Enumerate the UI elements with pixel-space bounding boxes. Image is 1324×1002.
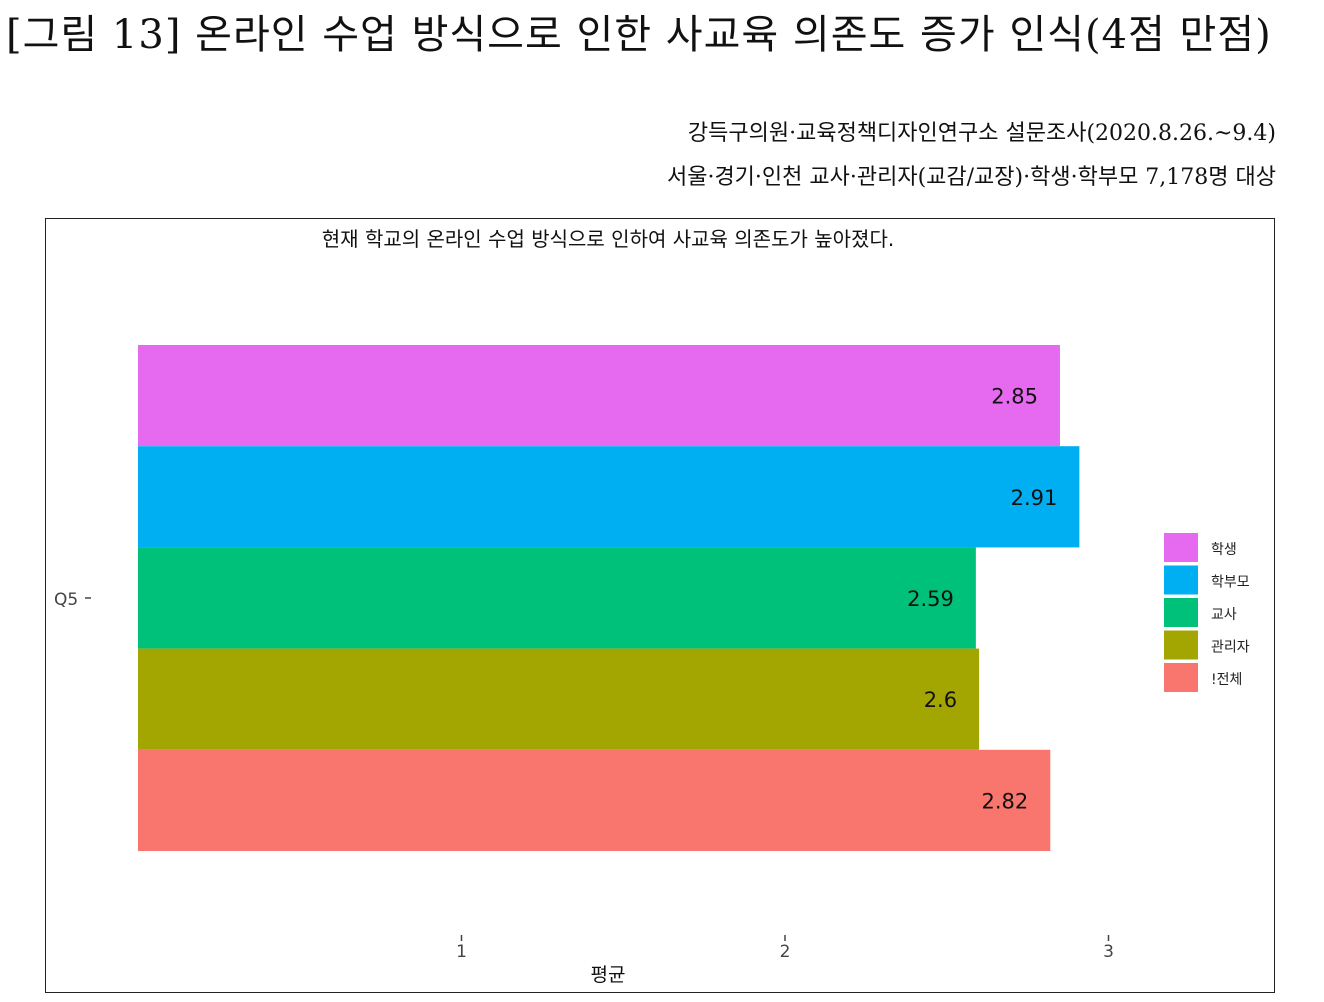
bar-2 (138, 446, 1080, 548)
legend-label: 관리자 (1211, 640, 1250, 656)
x-tick-label: 3 (1103, 942, 1114, 962)
bar-1 (138, 345, 1060, 447)
source-note: 강득구의원·교육정책디자인연구소 설문조사(2020.8.26.~9.4) 서울… (667, 112, 1276, 200)
legend-swatch (1164, 565, 1198, 595)
bar-value-label: 2.85 (991, 385, 1038, 409)
x-tick-label: 1 (456, 942, 467, 962)
legend-swatch (1164, 630, 1198, 660)
legend-label: 학생 (1211, 542, 1237, 558)
y-tick-label: Q5 (54, 590, 78, 610)
bar-5 (138, 749, 1051, 851)
source-line-2: 서울·경기·인천 교사·관리자(교감/교장)·학생·학부모 7,178명 대상 (666, 165, 1276, 190)
chart-title: 현재 학교의 온라인 수업 방식으로 인하여 사교육 의존도가 높아졌다. (322, 227, 894, 251)
legend-swatch (1164, 598, 1198, 627)
legend-swatch (1164, 663, 1198, 692)
legend-label: 학부모 (1211, 575, 1250, 591)
bar-4 (138, 648, 980, 750)
bar-3 (138, 547, 976, 649)
chart-panel (45, 218, 1275, 993)
bar-value-label: 2.6 (924, 688, 957, 712)
legend-label: 교사 (1211, 607, 1237, 623)
x-axis-title: 평균 (591, 964, 626, 986)
bar-value-label: 2.91 (1011, 486, 1058, 510)
legend-label: !전체 (1211, 672, 1242, 688)
bar-value-label: 2.82 (982, 789, 1029, 813)
bar-value-label: 2.59 (907, 587, 954, 611)
legend-swatch (1164, 533, 1198, 562)
x-tick-label: 2 (780, 942, 791, 962)
source-line-1: 강득구의원·교육정책디자인연구소 설문조사(2020.8.26.~9.4) (687, 121, 1276, 146)
figure-title: [그림 13] 온라인 수업 방식으로 인한 사교육 의존도 증가 인식(4점 … (6, 12, 1272, 58)
